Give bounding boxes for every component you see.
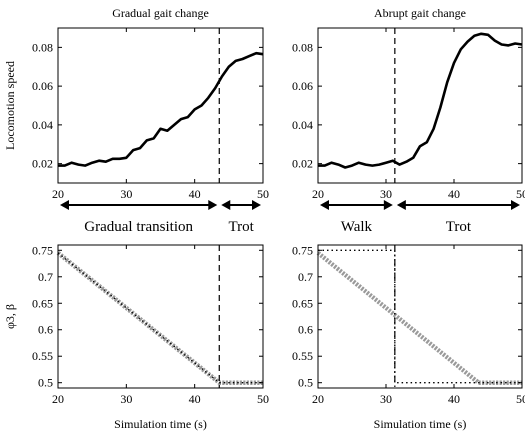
panel-speed_abrupt: 20 30 40 50 0.02 0.04 0.06 0.08 Abrupt gait chan… bbox=[292, 6, 525, 201]
region-trot_left: Trot bbox=[221, 200, 261, 235]
region-walk: Walk bbox=[320, 200, 393, 235]
y-tick-label: 0.65 bbox=[32, 296, 53, 310]
y-tick-label: 0.55 bbox=[292, 349, 313, 363]
x-tick-label: 20 bbox=[52, 187, 64, 201]
y-tick-label: 0.7 bbox=[38, 270, 53, 284]
x-tick-label: 50 bbox=[257, 187, 269, 201]
axes-frame bbox=[317, 244, 523, 389]
series-dotted-line bbox=[318, 249, 522, 384]
x-tick-label: 50 bbox=[516, 187, 525, 201]
arrow-head bbox=[511, 200, 520, 210]
y-tick-label: 0.65 bbox=[292, 296, 313, 310]
y-axis-label: Locomotion speed bbox=[3, 61, 17, 150]
x-tick-label: 40 bbox=[189, 392, 201, 406]
series-marker-line bbox=[56, 251, 263, 385]
chart-title: Abrupt gait change bbox=[374, 6, 466, 20]
x-tick-label: 50 bbox=[516, 392, 525, 406]
series-line bbox=[318, 32, 523, 169]
series-marker-line bbox=[316, 251, 522, 385]
chart-title: Gradual gait change bbox=[112, 6, 209, 20]
y-tick-label: 0.75 bbox=[292, 243, 313, 257]
panel-phase_abrupt: 20 30 40 50 0.5 0.55 0.6 0.65 0.7 0.75 Simulation … bbox=[292, 243, 525, 431]
y-tick-label: 0.08 bbox=[32, 40, 53, 54]
x-tick-label: 20 bbox=[52, 392, 64, 406]
y-tick-label: 0.08 bbox=[292, 40, 313, 54]
region-label: Walk bbox=[341, 219, 373, 235]
x-tick-label: 30 bbox=[380, 187, 392, 201]
y-tick-label: 0.6 bbox=[38, 323, 53, 337]
y-tick-label: 0.75 bbox=[32, 243, 53, 257]
series-line bbox=[58, 51, 264, 167]
y-tick-label: 0.06 bbox=[32, 79, 53, 93]
x-tick-label: 50 bbox=[257, 392, 269, 406]
axes-frame bbox=[317, 27, 523, 184]
arrow-head bbox=[396, 200, 406, 210]
x-tick-label: 20 bbox=[312, 187, 324, 201]
y-axis-label: φ3, β bbox=[3, 304, 17, 329]
y-tick-label: 0.02 bbox=[292, 157, 313, 171]
arrow-head bbox=[383, 200, 393, 210]
arrow-head bbox=[208, 200, 218, 210]
arrow-head bbox=[221, 200, 231, 210]
region-label: Trot bbox=[228, 219, 254, 235]
region-label: Trot bbox=[446, 219, 472, 235]
region-label: Gradual transition bbox=[84, 219, 193, 235]
y-tick-label: 0.04 bbox=[292, 118, 313, 132]
y-tick-label: 0.55 bbox=[32, 349, 53, 363]
x-tick-label: 30 bbox=[120, 187, 132, 201]
arrow-head bbox=[252, 200, 261, 210]
x-tick-label: 40 bbox=[448, 187, 460, 201]
panel-phase_gradual: 20 30 40 50 0.5 0.55 0.6 0.65 0.7 0.75 Simulation … bbox=[3, 243, 269, 431]
y-tick-label: 0.06 bbox=[292, 79, 313, 93]
y-tick-label: 0.6 bbox=[298, 323, 313, 337]
arrow-head bbox=[60, 200, 69, 210]
axes-frame bbox=[57, 244, 264, 389]
x-axis-label: Simulation time (s) bbox=[114, 417, 207, 431]
panel-speed_gradual: 20 30 40 50 0.02 0.04 0.06 0.08 Gradual gait cha… bbox=[3, 6, 269, 201]
y-tick-label: 0.5 bbox=[298, 376, 313, 390]
series-dotted-line bbox=[57, 252, 263, 384]
axes-frame bbox=[57, 27, 264, 184]
y-tick-label: 0.02 bbox=[32, 157, 53, 171]
y-tick-label: 0.5 bbox=[38, 376, 53, 390]
x-tick-label: 40 bbox=[189, 187, 201, 201]
x-tick-label: 30 bbox=[380, 392, 392, 406]
x-tick-label: 30 bbox=[120, 392, 132, 406]
x-axis-label: Simulation time (s) bbox=[374, 417, 467, 431]
x-tick-label: 40 bbox=[448, 392, 460, 406]
x-tick-label: 20 bbox=[312, 392, 324, 406]
y-tick-label: 0.04 bbox=[32, 118, 53, 132]
region-gradual_transition: Gradual transition bbox=[60, 200, 218, 235]
arrow-head bbox=[320, 200, 329, 210]
region-trot_right: Trot bbox=[396, 200, 520, 235]
y-tick-label: 0.7 bbox=[298, 270, 313, 284]
